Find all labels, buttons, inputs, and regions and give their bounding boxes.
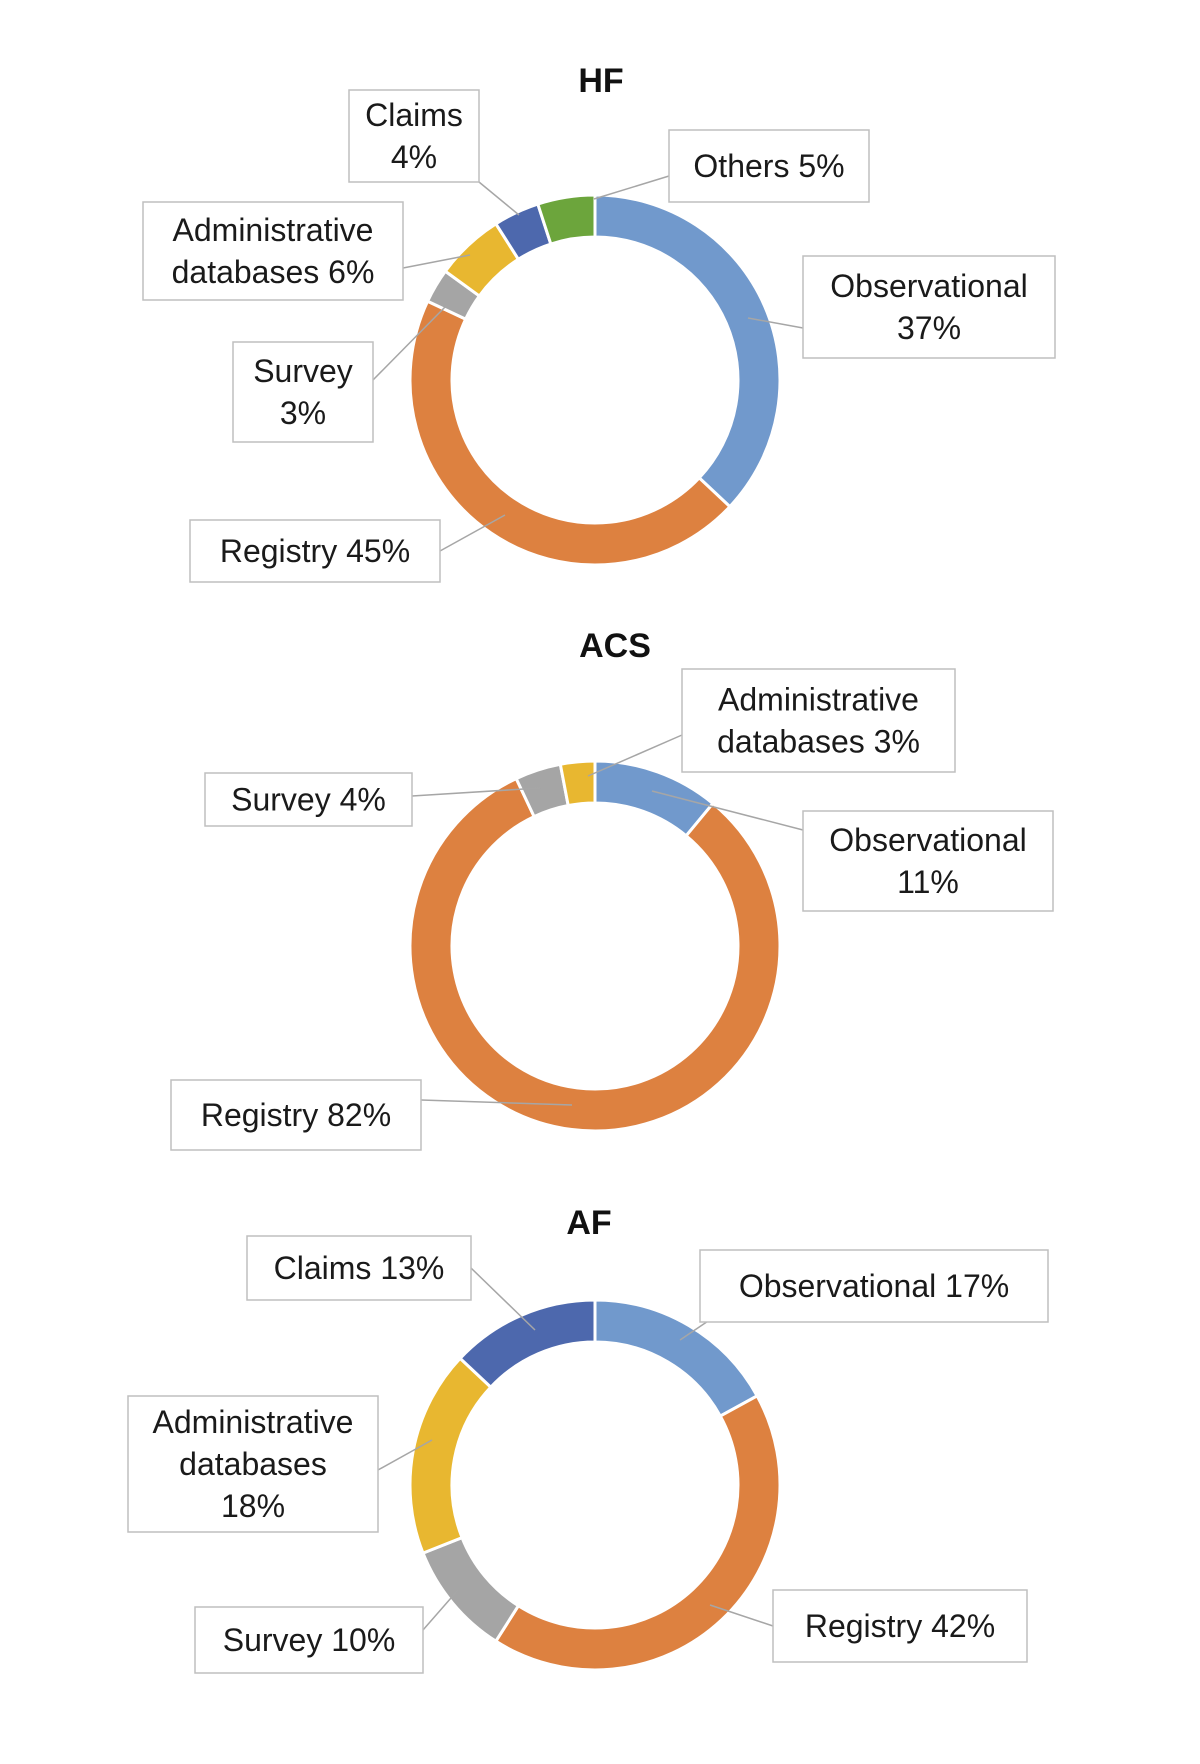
label-box [189, 519, 441, 583]
label-text: Registry 45% [220, 533, 410, 569]
label-text: 3% [280, 395, 326, 431]
leader-line [420, 1099, 573, 1106]
data-label-observational: Observational 37% [747, 255, 1056, 359]
label-text: Others 5% [693, 148, 844, 184]
slice-observational [593, 193, 782, 509]
data-label-administrative-databases: Administrative databases 6% [142, 201, 471, 301]
leader-line [747, 317, 804, 329]
slice-administrative-databases [558, 759, 597, 808]
leader-line [478, 181, 520, 216]
slice-claims [458, 1298, 597, 1390]
label-text: Survey [253, 353, 353, 389]
label-text: databases [179, 1446, 327, 1482]
data-label-registry: Registry 45% [189, 514, 506, 583]
label-text: Administrative [153, 1404, 354, 1440]
slice-others [535, 193, 597, 246]
leader-line [593, 175, 670, 200]
data-label-survey: Survey 4% [204, 772, 541, 827]
label-box [127, 1395, 379, 1533]
label-text: Administrative [718, 682, 919, 718]
slice-registry [408, 299, 732, 567]
donut-chart-hf: HF Observational 37% Registry 45% Survey 3% Ad… [142, 62, 1056, 583]
slice-survey [421, 1535, 521, 1644]
label-text: Observational 17% [739, 1268, 1009, 1304]
data-label-observational: Observational 17% [679, 1249, 1049, 1341]
data-label-survey: Survey 10% [194, 1589, 459, 1674]
leader-line [587, 734, 683, 777]
chart-title: AF [566, 1204, 611, 1242]
data-label-registry: Registry 42% [709, 1589, 1028, 1663]
label-box [204, 772, 413, 827]
slice-registry [408, 776, 782, 1133]
label-box [170, 1079, 422, 1151]
leader-line [651, 790, 804, 831]
label-text: Registry 82% [201, 1097, 391, 1133]
data-label-administrative-databases: Administrative databases 18% [127, 1395, 433, 1533]
leader-line [372, 304, 448, 381]
label-text: Observational [829, 822, 1026, 858]
leader-line [411, 787, 541, 797]
label-text: Observational [830, 268, 1027, 304]
leader-line [439, 514, 506, 552]
label-box [348, 89, 480, 183]
data-label-claims: Claims 4% [348, 89, 520, 216]
chart-title: ACS [579, 627, 651, 665]
data-label-administrative-databases: Administrative databases 3% [587, 668, 956, 777]
label-box [194, 1606, 424, 1674]
label-box [772, 1589, 1028, 1663]
label-text: Claims [365, 97, 463, 133]
label-box [699, 1249, 1049, 1323]
label-box [681, 668, 956, 773]
leader-line [422, 1589, 459, 1631]
data-label-registry: Registry 82% [170, 1079, 573, 1151]
donut-chart-acs: ACS Observational 11% Registry 82% Survey 4%… [170, 627, 1054, 1151]
chart-title: HF [578, 62, 623, 100]
label-text: Administrative [173, 212, 374, 248]
data-label-survey: Survey 3% [232, 304, 448, 443]
data-label-observational: Observational 11% [651, 790, 1054, 912]
data-label-others: Others 5% [593, 129, 870, 203]
label-box [802, 810, 1054, 912]
label-text: databases 3% [717, 724, 920, 760]
slice-registry [493, 1393, 782, 1672]
label-text: databases 6% [172, 254, 375, 290]
label-box [668, 129, 870, 203]
label-text: 37% [897, 310, 961, 346]
leader-line [470, 1267, 536, 1331]
label-box [246, 1235, 472, 1301]
label-text: Claims 13% [274, 1250, 445, 1286]
label-text: Registry 42% [805, 1608, 995, 1644]
data-label-claims: Claims 13% [246, 1235, 536, 1331]
leader-line [377, 1439, 433, 1471]
leader-line [402, 254, 471, 269]
label-box [802, 255, 1056, 359]
label-text: Survey 4% [231, 782, 386, 818]
label-text: 18% [221, 1488, 285, 1524]
label-box [232, 341, 374, 443]
slice-administrative-databases [408, 1356, 493, 1556]
donut-chart-af: AF Observational 17% Registry 42% Survey 10… [127, 1204, 1049, 1674]
label-text: 11% [897, 864, 959, 900]
label-text: 4% [391, 139, 437, 175]
leader-line [709, 1604, 774, 1627]
label-box [142, 201, 404, 301]
label-text: Survey 10% [223, 1622, 396, 1658]
